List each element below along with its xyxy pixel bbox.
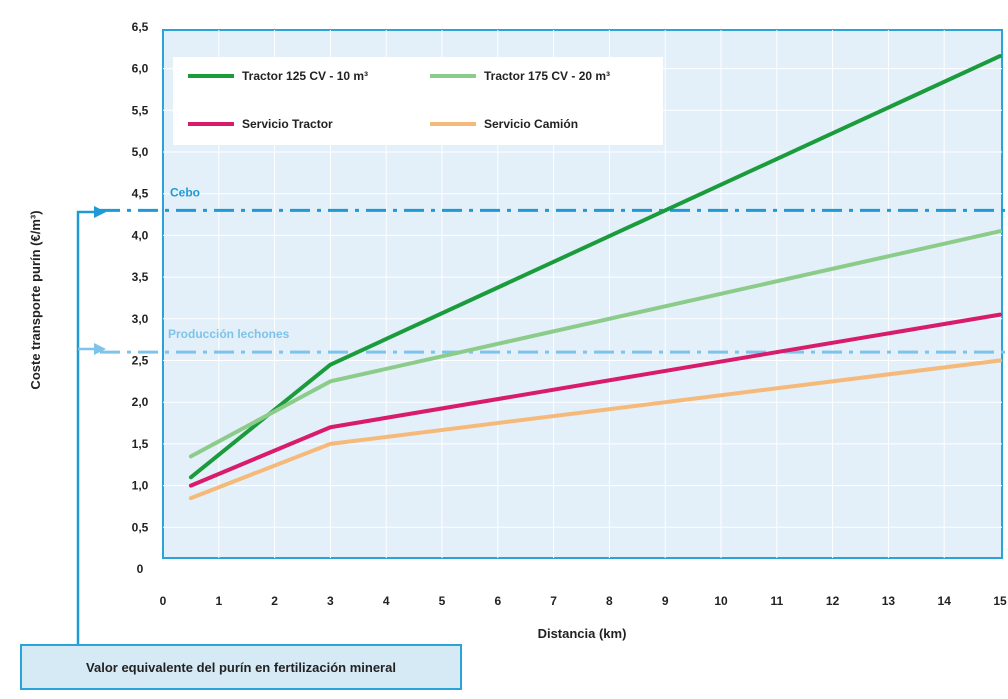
- y-tick-label: 4,0: [132, 228, 149, 242]
- y-axis-title: Coste transporte purín (€/m³): [28, 210, 43, 389]
- x-tick-label: 3: [327, 594, 334, 608]
- series-line: [188, 229, 1002, 459]
- y-tick-label: 5,5: [132, 103, 149, 117]
- y-tick-label: 3,5: [132, 270, 149, 284]
- x-tick-label: 4: [383, 594, 390, 608]
- y-tick-label: 5,0: [132, 145, 149, 159]
- x-tick-label: 7: [550, 594, 557, 608]
- x-tick-label: 2: [271, 594, 278, 608]
- legend-label: Tractor 175 CV - 20 m³: [484, 69, 610, 83]
- x-tick-label: 6: [494, 594, 501, 608]
- x-tick-label: 9: [662, 594, 669, 608]
- x-axis-title: Distancia (km): [538, 626, 627, 641]
- y-tick-label: 4,5: [132, 187, 149, 201]
- x-tick-label: 5: [439, 594, 446, 608]
- y-tick-label: 0: [137, 562, 144, 576]
- y-tick-label: 1,0: [132, 479, 149, 493]
- callout-text: Valor equivalente del purín en fertiliza…: [86, 659, 396, 675]
- y-tick-label: 2,0: [132, 395, 149, 409]
- y-tick-label: 6,0: [132, 62, 149, 76]
- legend-label: Tractor 125 CV - 10 m³: [242, 69, 368, 83]
- legend-label: Servicio Camión: [484, 117, 578, 131]
- y-tick-label: 6,5: [132, 20, 149, 34]
- callout-arrowhead: [94, 206, 106, 218]
- callout-connector-line: [76, 210, 96, 646]
- reference-line-label: Cebo: [170, 185, 200, 199]
- x-tick-label: 14: [938, 594, 952, 608]
- x-tick-label: 0: [160, 594, 167, 608]
- reference-line-label: Producción lechones: [168, 327, 290, 341]
- y-tick-label: 3,0: [132, 312, 149, 326]
- callout-box: Valor equivalente del purín en fertiliza…: [20, 644, 462, 690]
- legend-label: Servicio Tractor: [242, 117, 333, 131]
- x-tick-label: 15: [993, 594, 1007, 608]
- series-line: [188, 312, 1002, 488]
- series-line: [188, 54, 1002, 480]
- series-line: [188, 358, 1002, 501]
- x-tick-label: 8: [606, 594, 613, 608]
- x-tick-label: 12: [826, 594, 840, 608]
- x-tick-label: 1: [215, 594, 222, 608]
- callout-arrowhead: [94, 343, 106, 355]
- y-tick-label: 1,5: [132, 437, 149, 451]
- y-tick-label: 0,5: [132, 520, 149, 534]
- legend-box: [173, 57, 663, 145]
- x-tick-label: 10: [714, 594, 728, 608]
- x-tick-label: 11: [770, 594, 783, 608]
- x-tick-label: 13: [882, 594, 896, 608]
- y-tick-label: 2,5: [132, 354, 149, 368]
